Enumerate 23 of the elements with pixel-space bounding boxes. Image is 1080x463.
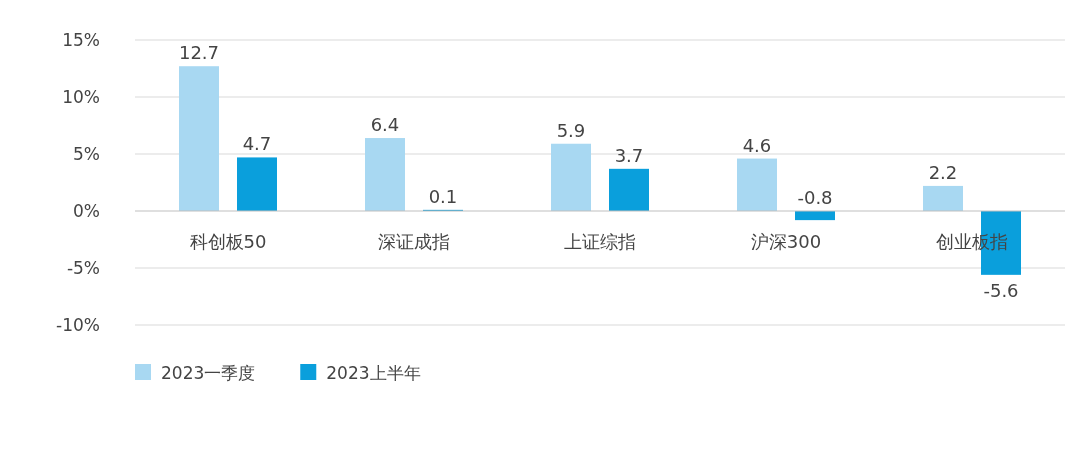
data-label: 3.7 [614, 144, 644, 166]
data-label: 0.1 [428, 185, 458, 207]
x-tick-label: 科创板50 [189, 231, 267, 252]
y-tick-label: -10% [56, 315, 100, 335]
x-tick-label: 上证综指 [564, 231, 636, 252]
y-tick-label: -5% [66, 258, 100, 278]
y-tick-label: 10% [62, 87, 100, 107]
x-tick-label: 沪深300 [750, 231, 822, 252]
legend-label: 2023上半年 [326, 363, 421, 383]
x-tick-label: 深证成指 [378, 231, 450, 252]
data-label: 6.4 [370, 114, 400, 136]
y-tick-label: 15% [62, 30, 100, 50]
data-label: -0.8 [797, 187, 833, 208]
legend-label: 2023一季度 [161, 363, 256, 383]
data-label: 12.7 [178, 42, 220, 64]
data-label: 4.6 [742, 134, 772, 156]
x-tick-label: 创业板指 [936, 231, 1008, 252]
y-tick-label: 0% [73, 201, 100, 221]
data-label: 5.9 [556, 119, 586, 141]
y-tick-label: 5% [73, 144, 100, 164]
data-label: -5.6 [983, 279, 1019, 301]
data-label: 2.2 [928, 161, 958, 183]
data-label: 4.7 [242, 133, 272, 155]
